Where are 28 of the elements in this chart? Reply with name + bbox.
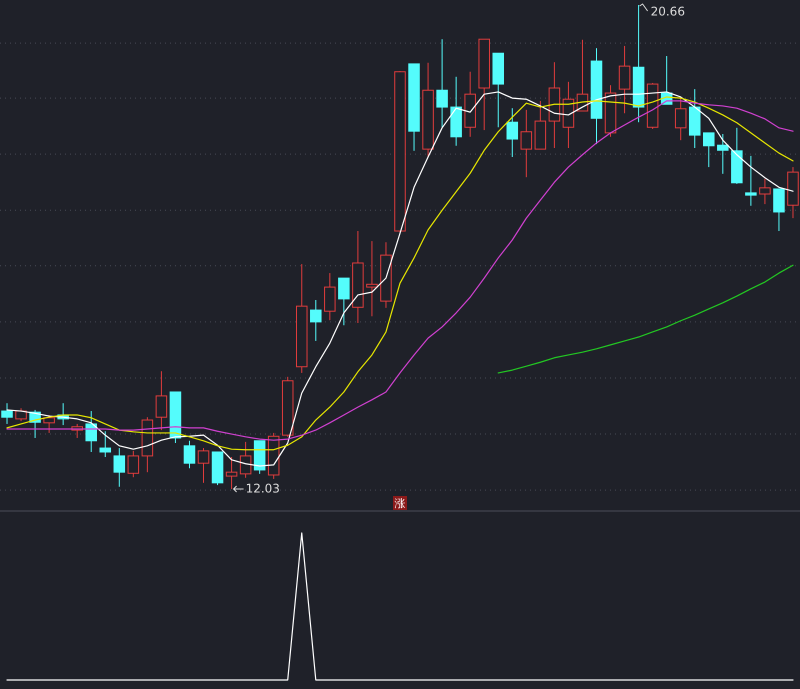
annotation: 20.66: [650, 4, 685, 18]
candlestick: [100, 430, 112, 458]
candlestick: [520, 109, 532, 178]
candlestick: [366, 240, 378, 317]
candlestick: [703, 132, 715, 168]
candlestick: [226, 456, 238, 490]
candlestick: [114, 448, 126, 488]
candlestick: [240, 441, 252, 478]
candlestick: [618, 45, 630, 114]
candlestick: [198, 448, 210, 484]
annotation: 12.03: [246, 481, 280, 496]
candlestick: [338, 278, 350, 326]
candlestick: [717, 133, 729, 174]
candlestick: [759, 178, 771, 205]
candlestick: [436, 38, 448, 128]
candlestick: [506, 108, 518, 158]
candlestick: [15, 408, 27, 422]
candlestick: [745, 155, 757, 206]
candlestick: [85, 410, 97, 452]
candlestick: [1, 402, 13, 424]
candlestick: [128, 450, 140, 478]
candlestick: [43, 414, 55, 434]
candlestick: [674, 98, 686, 141]
candlestick: [773, 188, 785, 232]
text: 涨: [394, 497, 406, 510]
candlestick: [184, 440, 196, 469]
candlestick: [156, 370, 168, 431]
candlestick: [310, 300, 322, 342]
